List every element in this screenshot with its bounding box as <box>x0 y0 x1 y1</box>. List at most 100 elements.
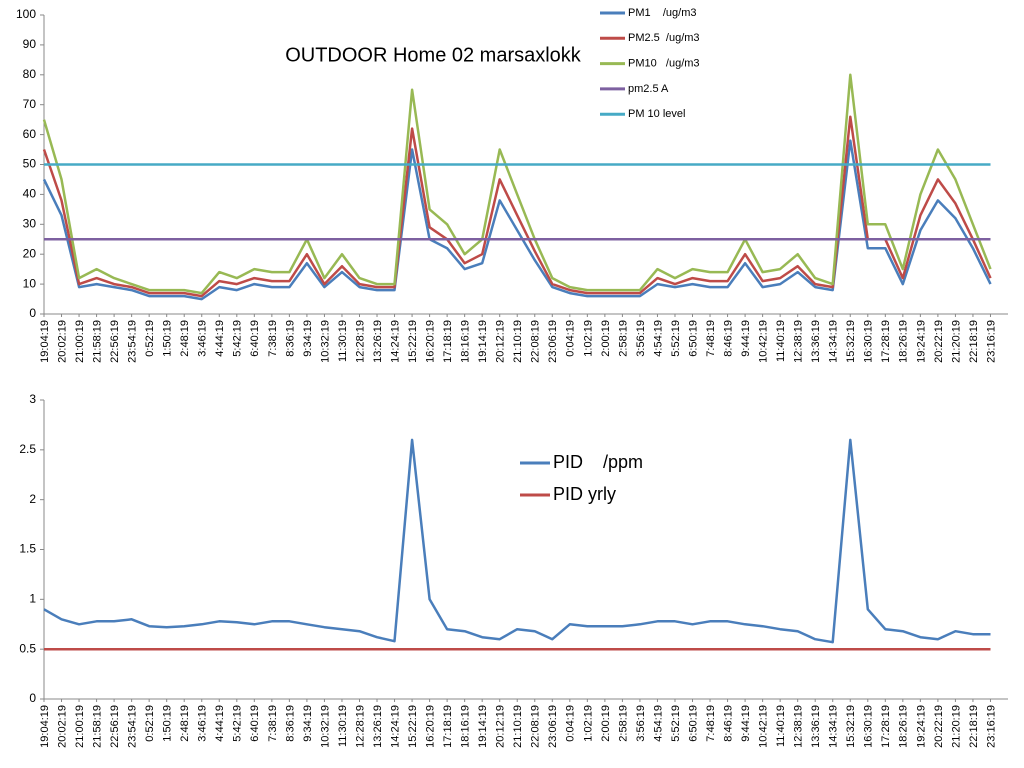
x-tick-label: 1:02:19 <box>582 320 594 357</box>
x-tick-label: 0:52:19 <box>144 320 156 357</box>
x-tick-label: 14:24:19 <box>389 320 401 363</box>
y-tick-label: 70 <box>23 97 37 111</box>
x-tick-label: 4:54:19 <box>652 320 664 357</box>
x-tick-label: 17:28:19 <box>880 320 892 363</box>
x-tick-label: 10:42:19 <box>758 705 770 748</box>
legend-label: PM2.5 /ug/m3 <box>628 32 700 44</box>
x-tick-label: 21:20:19 <box>950 320 962 363</box>
x-tick-label: 5:52:19 <box>670 705 682 742</box>
x-tick-label: 1:50:19 <box>162 320 174 357</box>
y-tick-label: 30 <box>23 216 37 230</box>
x-tick-label: 15:22:19 <box>407 320 419 363</box>
legend-label: PID /ppm <box>553 452 643 472</box>
x-tick-label: 20:12:19 <box>495 320 507 363</box>
x-tick-label: 13:26:19 <box>372 705 384 748</box>
x-tick-label: 9:44:19 <box>740 705 752 742</box>
x-tick-label: 17:18:19 <box>442 320 454 363</box>
x-tick-label: 15:32:19 <box>845 705 857 748</box>
legend-label: PM 10 level <box>628 108 685 120</box>
x-tick-label: 16:30:19 <box>863 320 875 363</box>
x-tick-label: 15:32:19 <box>845 320 857 363</box>
x-tick-label: 20:22:19 <box>933 705 945 748</box>
x-tick-label: 20:22:19 <box>933 320 945 363</box>
x-tick-label: 9:34:19 <box>302 705 314 742</box>
y-tick-label: 3 <box>29 392 36 406</box>
x-tick-label: 22:56:19 <box>109 320 121 363</box>
x-tick-label: 20:02:19 <box>56 320 68 363</box>
x-tick-label: 22:08:19 <box>530 320 542 363</box>
x-tick-label: 2:00:19 <box>600 705 612 742</box>
x-tick-label: 23:06:19 <box>547 320 559 363</box>
x-tick-label: 23:54:19 <box>127 705 139 748</box>
x-tick-label: 8:46:19 <box>722 320 734 357</box>
x-tick-label: 1:02:19 <box>582 705 594 742</box>
x-tick-label: 23:54:19 <box>127 320 139 363</box>
x-tick-label: 16:20:19 <box>425 705 437 748</box>
x-tick-label: 10:42:19 <box>758 320 770 363</box>
x-tick-label: 12:38:19 <box>793 320 805 363</box>
x-tick-label: 21:20:19 <box>950 705 962 748</box>
x-tick-label: 7:48:19 <box>705 320 717 357</box>
x-tick-label: 8:46:19 <box>722 705 734 742</box>
x-tick-label: 1:50:19 <box>162 705 174 742</box>
x-tick-label: 7:38:19 <box>267 320 279 357</box>
x-tick-label: 13:26:19 <box>372 320 384 363</box>
x-tick-label: 18:16:19 <box>460 705 472 748</box>
x-tick-label: 15:22:19 <box>407 705 419 748</box>
x-tick-label: 5:52:19 <box>670 320 682 357</box>
x-tick-label: 6:50:19 <box>687 320 699 357</box>
x-tick-label: 19:14:19 <box>477 320 489 363</box>
x-tick-label: 18:26:19 <box>898 705 910 748</box>
x-tick-label: 19:04:19 <box>39 320 51 363</box>
x-tick-label: 3:46:19 <box>197 705 209 742</box>
x-tick-label: 0:04:19 <box>565 320 577 357</box>
y-tick-label: 2.5 <box>19 442 36 456</box>
x-tick-label: 6:40:19 <box>249 320 261 357</box>
x-tick-label: 8:36:19 <box>284 705 296 742</box>
x-tick-label: 23:16:19 <box>985 320 997 363</box>
x-tick-label: 20:12:19 <box>495 705 507 748</box>
y-tick-label: 100 <box>16 7 36 21</box>
x-tick-label: 12:28:19 <box>354 320 366 363</box>
x-tick-label: 18:16:19 <box>460 320 472 363</box>
y-tick-label: 0 <box>29 306 36 320</box>
x-tick-label: 4:54:19 <box>652 705 664 742</box>
legend-label: PM1 /ug/m3 <box>628 7 696 19</box>
x-tick-label: 14:24:19 <box>389 705 401 748</box>
x-tick-label: 3:56:19 <box>635 705 647 742</box>
x-tick-label: 19:24:19 <box>915 320 927 363</box>
x-tick-label: 7:38:19 <box>267 705 279 742</box>
x-tick-label: 21:10:19 <box>512 320 524 363</box>
legend-label: PID yrly <box>553 484 616 504</box>
y-tick-label: 0.5 <box>19 641 36 655</box>
x-tick-label: 9:34:19 <box>302 320 314 357</box>
legend-label: pm2.5 A <box>628 83 669 95</box>
x-tick-label: 6:40:19 <box>249 705 261 742</box>
series-line <box>42 73 992 295</box>
x-tick-label: 13:36:19 <box>810 705 822 748</box>
x-tick-label: 16:30:19 <box>863 705 875 748</box>
x-tick-label: 2:58:19 <box>617 705 629 742</box>
x-tick-label: 11:40:19 <box>775 705 787 747</box>
x-tick-label: 19:24:19 <box>915 705 927 748</box>
x-tick-label: 3:56:19 <box>635 320 647 357</box>
x-tick-label: 12:28:19 <box>354 705 366 748</box>
x-tick-label: 6:50:19 <box>687 705 699 742</box>
x-tick-label: 2:48:19 <box>179 320 191 357</box>
x-tick-label: 0:52:19 <box>144 705 156 742</box>
x-tick-label: 18:26:19 <box>898 320 910 363</box>
x-tick-label: 21:58:19 <box>91 705 103 748</box>
y-tick-label: 20 <box>23 246 37 260</box>
y-tick-label: 0 <box>29 691 36 705</box>
y-tick-label: 80 <box>23 67 37 81</box>
legend-label: PM10 /ug/m3 <box>628 58 700 70</box>
series-line <box>42 115 992 298</box>
x-tick-label: 21:00:19 <box>74 320 86 363</box>
x-tick-label: 11:30:19 <box>337 705 349 747</box>
x-tick-label: 5:42:19 <box>232 320 244 357</box>
x-tick-label: 14:34:19 <box>828 320 840 363</box>
x-tick-label: 7:48:19 <box>705 705 717 742</box>
x-tick-label: 11:40:19 <box>775 320 787 362</box>
